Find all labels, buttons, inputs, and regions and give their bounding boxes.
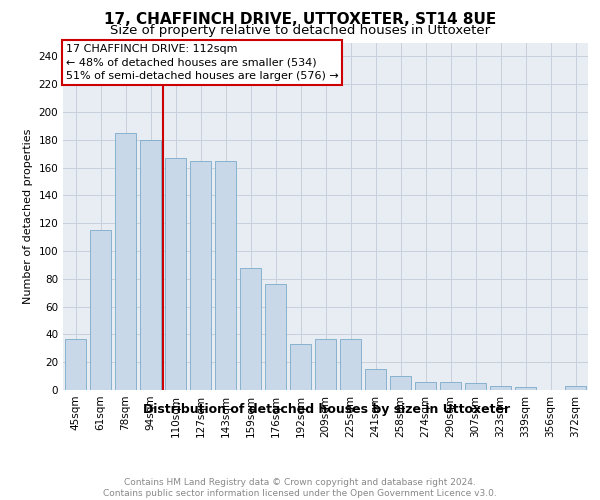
Text: Size of property relative to detached houses in Uttoxeter: Size of property relative to detached ho… — [110, 24, 490, 37]
Bar — [65, 338, 86, 390]
Bar — [115, 133, 136, 390]
Bar — [365, 369, 386, 390]
Text: 17, CHAFFINCH DRIVE, UTTOXETER, ST14 8UE: 17, CHAFFINCH DRIVE, UTTOXETER, ST14 8UE — [104, 12, 496, 28]
Bar — [240, 268, 261, 390]
Bar — [140, 140, 161, 390]
Bar — [190, 160, 211, 390]
Text: Contains HM Land Registry data © Crown copyright and database right 2024.
Contai: Contains HM Land Registry data © Crown c… — [103, 478, 497, 498]
Bar — [90, 230, 111, 390]
Bar — [315, 338, 336, 390]
Text: Distribution of detached houses by size in Uttoxeter: Distribution of detached houses by size … — [143, 402, 511, 415]
Bar — [165, 158, 186, 390]
Bar — [465, 383, 486, 390]
Bar — [215, 160, 236, 390]
Bar — [390, 376, 411, 390]
Bar — [265, 284, 286, 390]
Bar — [515, 387, 536, 390]
Bar — [440, 382, 461, 390]
Bar — [340, 338, 361, 390]
Bar — [290, 344, 311, 390]
Bar — [415, 382, 436, 390]
Y-axis label: Number of detached properties: Number of detached properties — [23, 128, 33, 304]
Text: 17 CHAFFINCH DRIVE: 112sqm
← 48% of detached houses are smaller (534)
51% of sem: 17 CHAFFINCH DRIVE: 112sqm ← 48% of deta… — [65, 44, 338, 80]
Bar — [490, 386, 511, 390]
Bar — [565, 386, 586, 390]
